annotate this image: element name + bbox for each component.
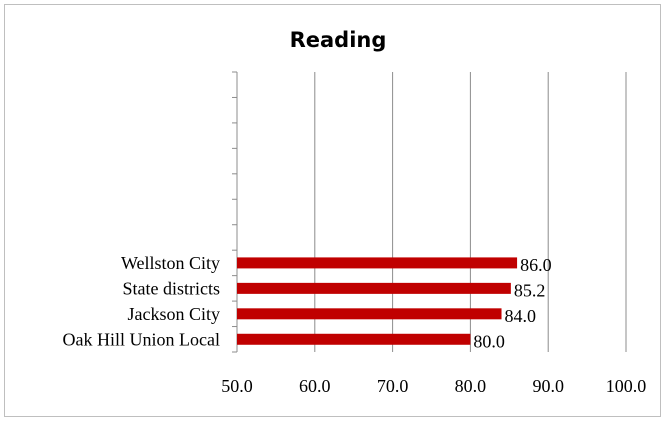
bar xyxy=(237,257,518,269)
category-label: Wellston City xyxy=(121,253,220,273)
gridlines xyxy=(314,72,627,352)
category-labels: Oak Hill Union Local Jackson City State di… xyxy=(63,253,220,349)
x-tick-label: 70.0 xyxy=(377,376,409,396)
data-label: 86.0 xyxy=(520,255,552,275)
chart-frame xyxy=(4,4,661,417)
chart-title: Reading xyxy=(290,28,387,52)
x-tick-label: 80.0 xyxy=(455,376,487,396)
x-tick-labels: 50.0 60.0 70.0 80.0 90.0 100.0 xyxy=(221,376,646,396)
data-label: 85.2 xyxy=(514,280,546,300)
y-axis xyxy=(232,71,238,353)
x-tick-label: 90.0 xyxy=(532,376,564,396)
bar xyxy=(237,308,502,320)
bar xyxy=(237,282,511,294)
category-label: State districts xyxy=(123,278,221,298)
data-label: 84.0 xyxy=(505,306,537,326)
bars xyxy=(237,257,518,345)
x-tick-label: 50.0 xyxy=(221,376,253,396)
category-label: Jackson City xyxy=(128,304,221,324)
x-tick-label: 60.0 xyxy=(299,376,331,396)
category-label: Oak Hill Union Local xyxy=(63,329,220,349)
bar xyxy=(237,333,471,345)
data-labels: 80.084.0 85.2 86.0 xyxy=(473,255,551,351)
data-label: 80.0 xyxy=(473,331,505,351)
x-tick-label: 100.0 xyxy=(606,376,647,396)
